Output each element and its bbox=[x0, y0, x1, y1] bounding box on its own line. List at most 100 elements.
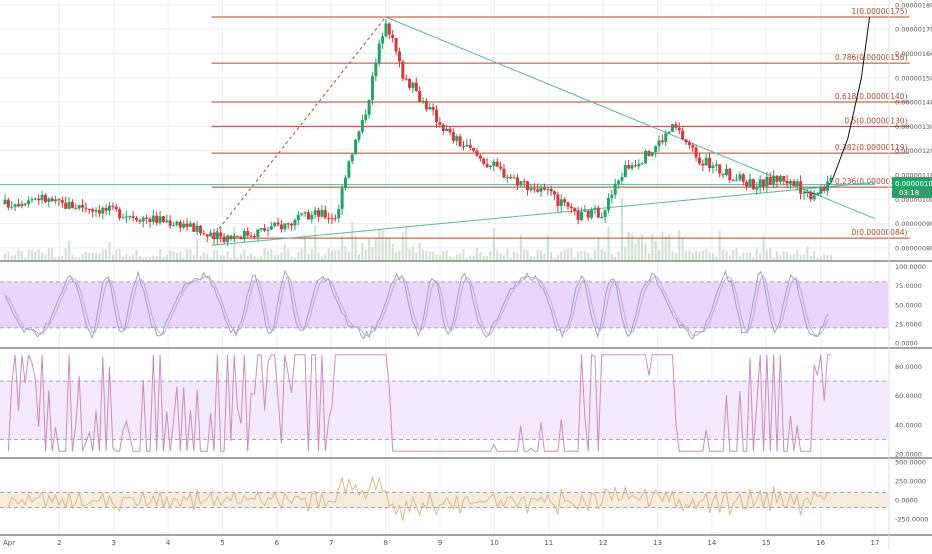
volume-bar bbox=[573, 257, 576, 260]
volume-bar bbox=[165, 254, 168, 260]
volume-bar bbox=[57, 256, 60, 260]
volume-bar bbox=[361, 243, 364, 260]
volume-bar bbox=[81, 253, 84, 260]
volume-bar bbox=[752, 256, 755, 260]
candle-body bbox=[239, 236, 243, 240]
candle-body bbox=[815, 193, 819, 196]
volume-bar bbox=[270, 248, 273, 260]
volume-bar bbox=[678, 230, 681, 260]
candle-body bbox=[445, 128, 449, 132]
volume-bar bbox=[189, 249, 192, 260]
volume-bar bbox=[300, 248, 303, 260]
volume-bar bbox=[324, 254, 327, 260]
volume-bar bbox=[492, 228, 495, 260]
cci-axis-tick: 0.0000 bbox=[895, 496, 918, 504]
volume-bar bbox=[206, 253, 209, 260]
candle-body bbox=[708, 157, 712, 169]
candle-body bbox=[714, 164, 718, 166]
volume-bar bbox=[297, 251, 300, 260]
volume-bar bbox=[523, 249, 526, 260]
last-price-badge-box bbox=[892, 177, 932, 198]
volume-bar bbox=[786, 251, 789, 260]
stochastic-d-line bbox=[4, 274, 830, 337]
candle-body bbox=[765, 176, 769, 187]
candle-body bbox=[468, 144, 472, 148]
volume-bar bbox=[597, 237, 600, 260]
candle-body bbox=[81, 205, 85, 208]
candle-body bbox=[350, 154, 354, 162]
volume-bar bbox=[51, 248, 54, 260]
oscillator-band bbox=[0, 381, 888, 440]
volume-bar bbox=[347, 251, 350, 260]
fib-level-label: 0(0.00000084) bbox=[852, 228, 908, 237]
candle-body bbox=[23, 203, 27, 205]
volume-bar bbox=[17, 249, 20, 260]
date-axis-tick: 13 bbox=[653, 539, 662, 547]
candle-body bbox=[108, 205, 112, 211]
candle-body bbox=[475, 150, 479, 156]
candle-body bbox=[762, 179, 766, 187]
volume-bar bbox=[78, 257, 81, 260]
volume-bar bbox=[331, 250, 334, 260]
volume-bar bbox=[172, 251, 175, 260]
candle-body bbox=[391, 34, 395, 39]
volume-bar bbox=[654, 240, 657, 260]
volume-bar bbox=[425, 250, 428, 260]
volume-bar bbox=[462, 249, 465, 260]
volume-bar bbox=[74, 256, 77, 260]
fib-level-label: 1(0.00000175) bbox=[852, 7, 908, 16]
fib-diagonal[interactable] bbox=[211, 16, 387, 239]
candle-body bbox=[573, 208, 577, 212]
candle-body bbox=[296, 214, 300, 221]
volume-bar bbox=[519, 234, 522, 260]
rsi-pane bbox=[0, 353, 888, 452]
volume-bar bbox=[779, 255, 782, 260]
candle-body bbox=[155, 215, 159, 223]
volume-bar bbox=[277, 254, 280, 260]
volume-bar bbox=[98, 253, 101, 260]
stochastic-axis-tick: 50.0000 bbox=[895, 301, 922, 309]
fibonacci-retracement[interactable]: 1(0.00000175) 0.786(0.00000156) 0.618(0.00… bbox=[211, 7, 910, 239]
candle-body bbox=[492, 161, 496, 166]
candle-body bbox=[829, 177, 833, 182]
candle-body bbox=[165, 220, 169, 222]
volume-bar bbox=[415, 252, 418, 260]
candle-body bbox=[603, 210, 607, 217]
candle-body bbox=[47, 198, 51, 202]
volume-bar bbox=[459, 253, 462, 260]
candle-body bbox=[549, 188, 553, 192]
volume-bar bbox=[344, 246, 347, 260]
volume-bar bbox=[223, 255, 226, 260]
stochastic-axis-tick: 0.0000 bbox=[895, 340, 918, 348]
volume-bar bbox=[54, 257, 57, 260]
candle-body bbox=[259, 228, 263, 230]
date-axis-tick: 4 bbox=[166, 539, 171, 547]
candle-body bbox=[461, 146, 465, 148]
candle-body bbox=[168, 220, 172, 226]
candle-body bbox=[330, 217, 334, 219]
trend-lines[interactable] bbox=[0, 16, 876, 246]
volume-bar bbox=[742, 252, 745, 260]
price-axis-tick: 0.00000090 bbox=[895, 220, 932, 228]
projection-curve[interactable] bbox=[804, 16, 871, 195]
candle-body bbox=[694, 147, 698, 158]
candle-body bbox=[718, 164, 722, 174]
volume-bar bbox=[826, 254, 829, 260]
volume-bar bbox=[125, 253, 128, 260]
price-axis-tick: 0.00000100 bbox=[895, 196, 932, 204]
volume-bar bbox=[132, 254, 135, 260]
volume-bar bbox=[813, 251, 816, 260]
candle-body bbox=[532, 188, 536, 190]
candle-body bbox=[30, 199, 34, 201]
candle-body bbox=[13, 204, 17, 207]
volume-bar bbox=[186, 249, 189, 260]
volume-bar bbox=[236, 257, 239, 260]
candle-body bbox=[654, 146, 658, 153]
date-axis-tick: 14 bbox=[707, 539, 716, 547]
volume-bar bbox=[273, 254, 276, 260]
trend-line[interactable] bbox=[211, 181, 876, 246]
price-axis-tick: 0.00000120 bbox=[895, 147, 932, 155]
